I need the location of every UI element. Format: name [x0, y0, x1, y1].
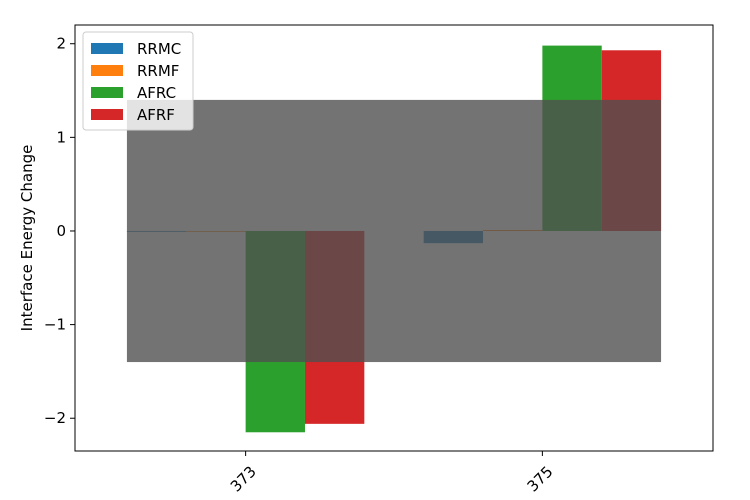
overlay-band [126, 99, 662, 363]
x-tick-label: 373 [227, 463, 260, 496]
x-tick-label: 375 [524, 463, 557, 496]
y-tick-label: −1 [44, 316, 66, 334]
axes-frame [74, 24, 714, 452]
y-tick-label: −2 [44, 409, 66, 427]
legend-swatch-afrc [91, 87, 123, 98]
y-tick-label: 1 [56, 128, 66, 146]
legend-label-rrmc: RRMC [137, 40, 181, 58]
legend-box [82, 31, 194, 131]
y-tick-label: 2 [56, 35, 66, 53]
legend-label-afrf: AFRF [137, 106, 175, 124]
plot-area [126, 45, 662, 433]
legend-swatch-rrmf [91, 65, 123, 76]
y-tick-label: 0 [56, 222, 66, 240]
y-axis-label: Interface Energy Change [18, 145, 36, 332]
legend-label-afrc: AFRC [137, 84, 176, 102]
legend-swatch-rrmc [91, 43, 123, 54]
legend-label-rrmf: RRMF [137, 62, 179, 80]
legend: RRMC RRMF AFRC AFRF [82, 31, 194, 131]
legend-swatch-afrf [91, 109, 123, 120]
